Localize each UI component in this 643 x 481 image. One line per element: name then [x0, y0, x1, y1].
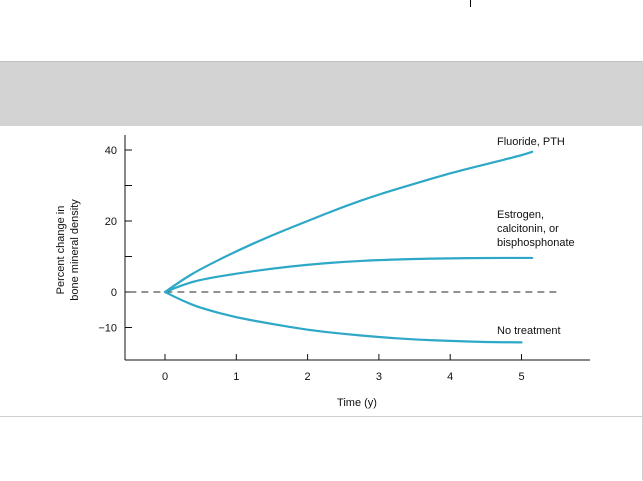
series-labels: Fluoride, PTH Estrogen, calcitonin, or bisp… [497, 136, 575, 337]
x-tick-label: 1 [233, 371, 239, 383]
tick-labels: 40 20 0 −10 0 1 2 3 4 5 [98, 145, 524, 383]
y-tick-label: −10 [98, 323, 117, 335]
series-line-3 [163, 290, 523, 344]
y-tick-label: 20 [105, 216, 117, 228]
chart-area: Fluoride, PTH Estrogen, calcitonin, or bisp… [0, 126, 643, 416]
x-axis-label: Time (y) [337, 397, 377, 409]
series-line-1 [163, 150, 534, 294]
y-axis-label-line-2: bone mineral density [69, 199, 81, 301]
y-axis-label-line-1: Percent change in [55, 206, 67, 295]
top-tick-mark [470, 0, 471, 7]
x-tick-label: 0 [162, 371, 168, 383]
y-tick-label: 0 [111, 287, 117, 299]
series-curves [163, 150, 534, 344]
axes [124, 135, 590, 361]
series-label-2: calcitonin, or [497, 223, 559, 235]
header-band [0, 61, 643, 127]
series-label-1: Fluoride, PTH [497, 136, 565, 148]
series-label-2: bisphosphonate [497, 237, 575, 249]
series-label-3: No treatment [497, 325, 561, 337]
footer-band [0, 416, 643, 481]
series-line-2 [163, 256, 534, 294]
x-tick-label: 4 [447, 371, 453, 383]
x-tick-label: 2 [305, 371, 311, 383]
x-tick-label: 5 [518, 371, 524, 383]
x-tick-label: 3 [376, 371, 382, 383]
bone-density-chart: Fluoride, PTH Estrogen, calcitonin, or bisp… [55, 135, 590, 409]
top-strip [0, 0, 643, 60]
y-tick-label: 40 [105, 145, 117, 157]
series-label-2: Estrogen, [497, 209, 544, 221]
